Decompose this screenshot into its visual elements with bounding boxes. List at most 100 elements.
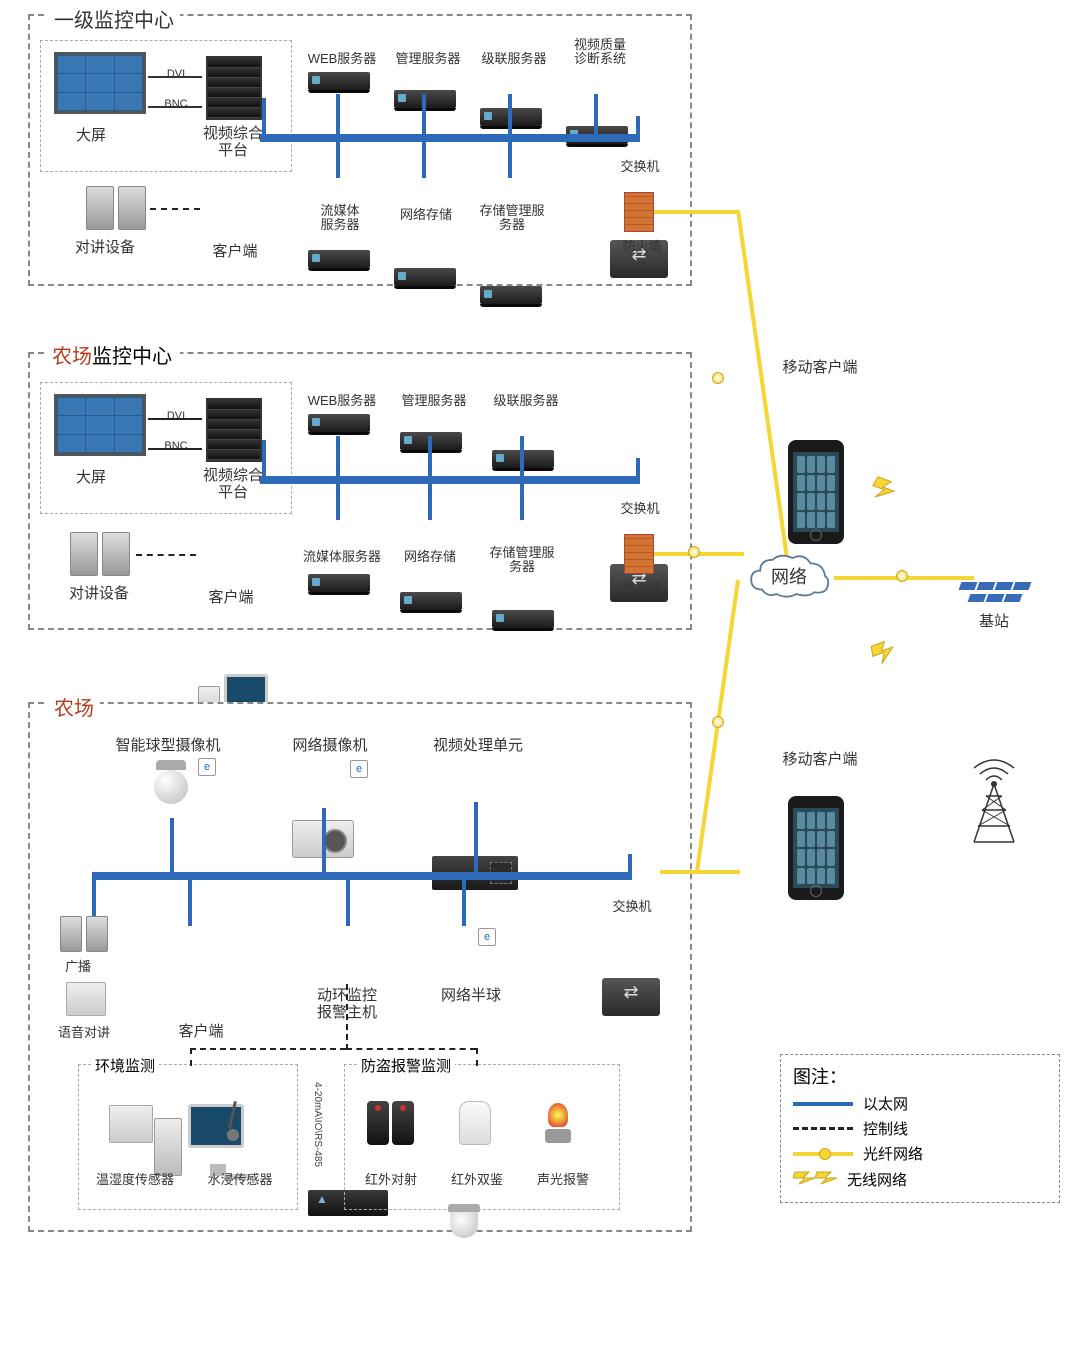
ir-pair-label: 红外对射: [351, 1169, 431, 1188]
netcam-label: 网络摄像机: [280, 734, 380, 755]
base-label: 基站: [964, 610, 1024, 631]
fc-v5: [428, 480, 432, 520]
mobile-client-top-icon: [788, 440, 844, 544]
farm-v6: [462, 876, 466, 926]
fc-intercom-icon: [70, 532, 130, 576]
fiber-l1-h: [654, 210, 740, 214]
fc-v4: [336, 480, 340, 520]
fc-stmgmt-label: 存储管理服 务器: [482, 546, 562, 575]
net-dome-label: 网络半球: [426, 984, 516, 1005]
fc-firewall-label: 防火墙: [602, 578, 682, 597]
dvi-line: [148, 76, 202, 78]
temp-sensor-icon: [109, 1105, 153, 1143]
farm-center-title-overlay: 农场监控中心: [46, 340, 178, 369]
bus-to-switch: [636, 116, 640, 138]
fc-client-label: 客户端: [186, 586, 276, 607]
farm-switch-icon: [602, 978, 660, 1016]
mgmt-server-label: 管理服务器: [388, 48, 468, 67]
ctrl-env-drop: [190, 1048, 192, 1066]
fc-v3: [520, 436, 524, 480]
mobile-client-bottom-icon: [788, 796, 844, 900]
farm-v-broadcast: [92, 876, 96, 916]
fc-web-icon: [308, 414, 370, 432]
bolt-bottom: [867, 636, 903, 669]
farm-v4: [188, 876, 192, 926]
switch-label: 交换机: [600, 156, 680, 175]
security-box: 防盗报警监测 红外对射 红外双鉴 声光报警: [344, 1064, 620, 1210]
video-platform-icon: [206, 56, 262, 120]
stream-server-icon: [308, 250, 370, 268]
fc-stream-label: 流媒体服务器: [292, 546, 392, 565]
legend-wireless: 无线网络: [793, 1168, 1047, 1190]
ir-pair-icon: [367, 1101, 414, 1145]
sound-light-label: 声光报警: [523, 1169, 603, 1188]
ptz-cam-icon: [146, 760, 196, 814]
stream-label: 流媒体 服务器: [300, 204, 380, 233]
storage-label: 网络存储: [386, 204, 466, 223]
bus-v3: [508, 94, 512, 138]
ctrl-to-env: [190, 1048, 346, 1050]
fc-big-screen-label: 大屏: [46, 466, 136, 487]
section-level1-monitoring: 一级监控中心 大屏 DVI BNC 视频综合 平台 WEB服务器 管理服务器 级…: [28, 14, 692, 286]
dvi-label: DVI: [160, 68, 192, 80]
ctrl-sec-drop: [476, 1048, 478, 1066]
env-monitor-box: 环境监测 温湿度传感器 水浸传感器: [78, 1064, 298, 1210]
bus-v7: [508, 138, 512, 178]
farm-v5: [346, 876, 350, 926]
fc-platform-icon: [206, 398, 262, 462]
fiber-farm-h: [660, 870, 740, 874]
fiber-node-3: [712, 716, 724, 728]
water-label: 水浸传感器: [195, 1169, 285, 1188]
broadcast-icon: [60, 916, 108, 952]
farm-v1: [170, 818, 174, 876]
farm-v3: [474, 802, 478, 876]
legend-control: 控制线: [793, 1118, 1047, 1139]
intercom-icon: [86, 186, 146, 230]
fc-video-wall-icon: [54, 394, 146, 456]
cascade-server-label: 级联服务器: [474, 48, 554, 67]
base-cluster-icon: [958, 582, 1032, 604]
protocol-vtext: 4-20mA\IO\RS-485: [312, 1082, 323, 1210]
fc-switch-label: 交换机: [600, 498, 680, 517]
ctrl-to-sec: [346, 1048, 476, 1050]
fc-v6: [520, 480, 524, 520]
env-title: 环境监测: [91, 1055, 159, 1076]
section-farm-center: 农场监控中心 大屏 DVI BNC 视频综合 平台 WEB服务器 管理服务器 级…: [28, 352, 692, 630]
fiber-node-1: [712, 372, 724, 384]
mobile-top-label: 移动客户端: [770, 356, 870, 377]
fc-stream-icon: [308, 574, 370, 592]
fc-firewall-icon: [624, 534, 654, 574]
storage-mgmt-icon: [480, 286, 542, 304]
legend-box: 图注： 以太网 控制线 光纤网络 无线网络: [780, 1054, 1060, 1203]
fiber-node-4: [896, 570, 908, 582]
intercom-ctrl: [150, 208, 200, 210]
ctrl-down: [346, 984, 348, 1050]
legend-ctrl-label: 控制线: [863, 1118, 908, 1139]
ir-dual-icon: [459, 1101, 491, 1145]
intercom-label: 对讲设备: [60, 236, 150, 257]
legend-fiber-label: 光纤网络: [863, 1143, 923, 1164]
video-wall-icon: [54, 52, 146, 114]
bus-from-platform: [262, 98, 266, 138]
dome-ie-badge: e: [478, 928, 496, 946]
ptz-ie-badge: e: [198, 758, 216, 776]
fc-from-platform: [262, 440, 266, 480]
ptz-label: 智能球型摄像机: [108, 734, 228, 755]
voice-label: 语音对讲: [44, 1022, 124, 1041]
firewall-label: 防火墙: [602, 236, 682, 255]
bnc-label: BNC: [160, 98, 192, 110]
fc-storage-icon: [400, 592, 462, 610]
legend-fiber: 光纤网络: [793, 1143, 1047, 1164]
legend-title: 图注：: [793, 1063, 1047, 1089]
fc-web-label: WEB服务器: [302, 390, 382, 409]
bolt-top: [867, 474, 903, 507]
cloud-label: 网络: [771, 563, 807, 589]
fc-ethernet-bus: [260, 476, 640, 484]
fc-v1: [336, 436, 340, 480]
section-farm: 农场 智能球型摄像机 e 网络摄像机 e 视频处理单元 交换机 广播 语音对讲 …: [28, 702, 692, 1232]
fc-mgmt-label: 管理服务器: [394, 390, 474, 409]
base-station-icon: [964, 756, 1024, 846]
legend-ethernet: 以太网: [793, 1093, 1047, 1114]
big-screen-label: 大屏: [46, 124, 136, 145]
farm-to-switch: [628, 854, 632, 876]
